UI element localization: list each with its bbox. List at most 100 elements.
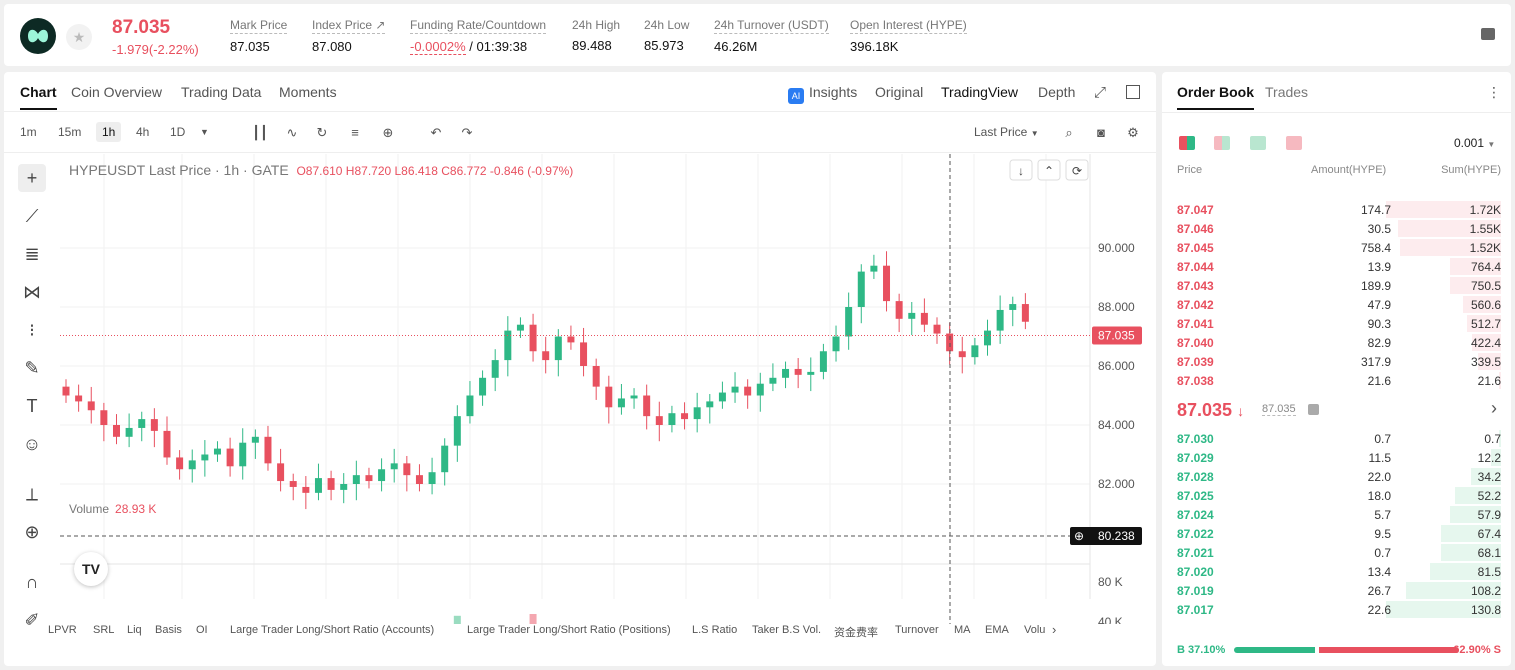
- y-tick-label: 88.000: [1098, 300, 1135, 314]
- timeframe-1d[interactable]: 1D: [170, 125, 186, 139]
- ask-row[interactable]: 87.044 13.9 764.4: [1162, 257, 1511, 276]
- view-bids-asks-icon[interactable]: [1214, 136, 1230, 150]
- undo-icon[interactable]: ↶: [430, 125, 442, 140]
- zoom-icon[interactable]: ⊕: [24, 522, 40, 542]
- ai-insights-icon[interactable]: AI Insights: [788, 84, 857, 104]
- tab-order-book[interactable]: Order Book: [1177, 84, 1255, 110]
- timeframe-dropdown-icon[interactable]: ▼: [200, 127, 209, 137]
- candlestick-chart[interactable]: 90.000 88.000 86.000 84.000 82.000 80 K 40 K 87…: [4, 154, 1156, 624]
- price-type-select[interactable]: Last Price ▼: [974, 125, 1039, 139]
- bid-row[interactable]: 87.017 22.6 130.8: [1162, 600, 1511, 619]
- expand-icon[interactable]: ⤢: [1094, 84, 1107, 101]
- pattern-icon[interactable]: ⋈: [23, 282, 41, 302]
- view-original[interactable]: Original: [875, 84, 924, 100]
- camera-icon[interactable]: ◙: [1097, 125, 1105, 140]
- ruler-icon[interactable]: ⟂: [25, 484, 38, 504]
- view-tradingview[interactable]: TradingView: [941, 84, 1019, 100]
- bid-row[interactable]: 87.024 5.7 57.9: [1162, 505, 1511, 524]
- timeframe-15m[interactable]: 15m: [58, 125, 82, 139]
- add-alert-icon[interactable]: ⊕: [382, 125, 394, 140]
- stat-24h-turnover[interactable]: 24h Turnover (USDT) 46.26M: [714, 18, 829, 54]
- brush-icon[interactable]: ✎: [24, 358, 40, 378]
- ind-lt-accounts[interactable]: Large Trader Long/Short Ratio (Accounts): [230, 624, 435, 636]
- chevron-right-icon[interactable]: ›: [1052, 622, 1057, 637]
- bid-row[interactable]: 87.022 9.5 67.4: [1162, 524, 1511, 543]
- candle-body: [870, 265, 878, 272]
- stat-open-interest[interactable]: Open Interest (HYPE) 396.18K: [850, 18, 967, 54]
- ticker-header: ★ 87.035 -1.979(-2.22%) Mark Price 87.035…: [4, 4, 1511, 66]
- view-bids-icon[interactable]: [1250, 136, 1266, 150]
- mid-price[interactable]: 87.035 ↓: [1177, 400, 1245, 420]
- timeframe-1m[interactable]: 1m: [20, 125, 37, 139]
- ask-row[interactable]: 87.045 758.4 1.52K: [1162, 238, 1511, 257]
- trendline-icon[interactable]: ⟋: [25, 206, 39, 226]
- ind-turnover[interactable]: Turnover: [895, 624, 939, 636]
- tab-trades[interactable]: Trades: [1265, 84, 1309, 100]
- stat-funding-rate[interactable]: Funding Rate/Countdown -0.0002% / 01:39:…: [410, 18, 547, 55]
- chevron-right-icon[interactable]: ›: [1491, 398, 1497, 418]
- tradingview-logo-icon[interactable]: TV: [74, 552, 108, 586]
- ind-srl[interactable]: SRL: [93, 624, 115, 636]
- replay-icon[interactable]: ↻: [316, 125, 328, 140]
- stat-index-price[interactable]: Index Price ↗ 87.080: [312, 18, 386, 54]
- ind-ls-ratio[interactable]: L.S Ratio: [692, 624, 738, 636]
- ind-volume[interactable]: Volu: [1024, 624, 1046, 636]
- window-icon[interactable]: [1126, 85, 1140, 99]
- ask-row[interactable]: 87.046 30.5 1.55K: [1162, 219, 1511, 238]
- ask-row[interactable]: 87.047 174.7 1.72K: [1162, 200, 1511, 219]
- more-icon[interactable]: ⋮: [1487, 84, 1501, 100]
- lock-draw-icon[interactable]: ✐: [24, 610, 40, 630]
- tab-moments[interactable]: Moments: [279, 84, 337, 100]
- gear-icon[interactable]: ⚙: [1127, 125, 1139, 140]
- bid-row[interactable]: 87.030 0.7 0.7: [1162, 429, 1511, 448]
- bid-row[interactable]: 87.029 11.5 12.2: [1162, 448, 1511, 467]
- precision-select[interactable]: 0.001 ▼: [1454, 136, 1496, 150]
- view-asks-icon[interactable]: [1286, 136, 1302, 150]
- emoji-icon[interactable]: ☺: [22, 434, 42, 454]
- fib-icon[interactable]: ≣: [24, 244, 40, 264]
- bid-row[interactable]: 87.021 0.7 68.1: [1162, 543, 1511, 562]
- redo-icon[interactable]: ↷: [461, 125, 473, 140]
- tab-chart[interactable]: Chart: [20, 84, 57, 110]
- ind-ma[interactable]: MA: [954, 624, 971, 636]
- magnet-icon[interactable]: ∩: [25, 572, 39, 592]
- timeframe-4h[interactable]: 4h: [136, 125, 150, 139]
- ind-oi[interactable]: OI: [196, 624, 208, 636]
- ind-basis[interactable]: Basis: [155, 624, 182, 636]
- templates-icon[interactable]: ≡: [351, 125, 359, 140]
- ask-row[interactable]: 87.041 90.3 512.7: [1162, 314, 1511, 333]
- ind-ema[interactable]: EMA: [985, 624, 1009, 636]
- ask-row[interactable]: 87.043 189.9 750.5: [1162, 276, 1511, 295]
- candle-body: [542, 351, 550, 361]
- bid-row[interactable]: 87.020 13.4 81.5: [1162, 562, 1511, 581]
- favorite-star-icon[interactable]: ★: [66, 24, 92, 50]
- text-icon[interactable]: T: [26, 396, 38, 416]
- bid-row[interactable]: 87.025 18.0 52.2: [1162, 486, 1511, 505]
- book-icon[interactable]: [1481, 28, 1495, 40]
- candle-type-icon[interactable]: ┃┃: [252, 125, 268, 140]
- search-icon[interactable]: ⌕: [1065, 125, 1073, 140]
- candle-body: [1009, 304, 1017, 310]
- projection-icon[interactable]: ⁝: [29, 320, 35, 340]
- ask-row[interactable]: 87.039 317.9 339.5: [1162, 352, 1511, 371]
- stat-mark-price[interactable]: Mark Price 87.035: [230, 18, 288, 54]
- ind-funding[interactable]: 资金费率: [834, 627, 878, 639]
- ind-lt-positions[interactable]: Large Trader Long/Short Ratio (Positions…: [467, 624, 671, 636]
- bid-row[interactable]: 87.028 22.0 34.2: [1162, 467, 1511, 486]
- hype-logo-icon: [20, 18, 56, 54]
- ind-taker-vol[interactable]: Taker B.S Vol.: [752, 624, 822, 636]
- ask-row[interactable]: 87.038 21.6 21.6: [1162, 371, 1511, 390]
- tab-coin-overview[interactable]: Coin Overview: [71, 84, 163, 100]
- timeframe-1h[interactable]: 1h: [96, 122, 122, 142]
- view-both-icon[interactable]: [1179, 136, 1195, 150]
- indicators-icon[interactable]: ∿: [286, 125, 298, 140]
- ind-lpvr[interactable]: LPVR: [48, 624, 77, 636]
- tab-trading-data[interactable]: Trading Data: [181, 84, 262, 100]
- ask-row[interactable]: 87.042 47.9 560.6: [1162, 295, 1511, 314]
- ind-liq[interactable]: Liq: [127, 624, 142, 636]
- view-depth[interactable]: Depth: [1038, 84, 1076, 100]
- ask-row[interactable]: 87.040 82.9 422.4: [1162, 333, 1511, 352]
- candle-body: [466, 395, 474, 417]
- crosshair-icon[interactable]: +: [18, 164, 46, 192]
- bid-row[interactable]: 87.019 26.7 108.2: [1162, 581, 1511, 600]
